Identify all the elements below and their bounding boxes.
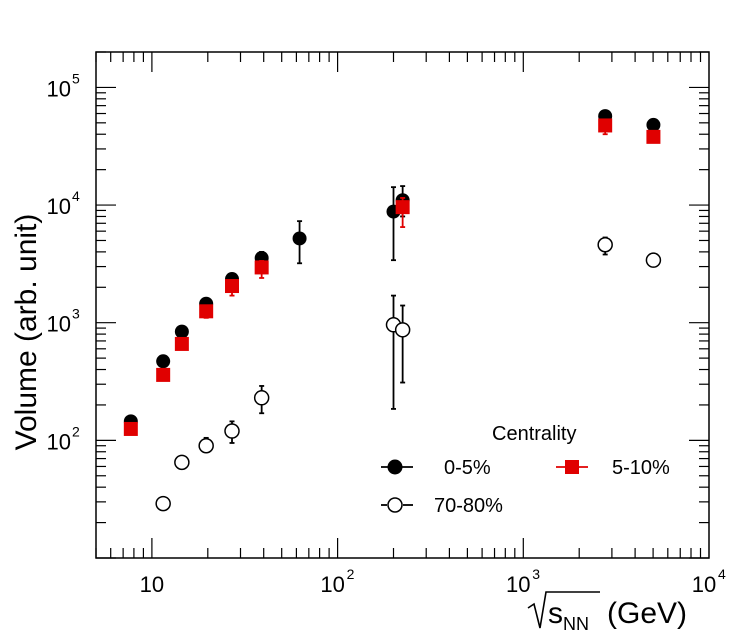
data-point-5-10%: [254, 260, 269, 279]
y-tick-label-exponent: 3: [72, 306, 80, 322]
data-point-70-80%: [394, 304, 411, 384]
legend-label-5-10: 5-10%: [612, 457, 670, 479]
marker-filled-square: [174, 336, 189, 351]
data-point-70-80%: [224, 420, 240, 444]
data-point-70-80%: [645, 252, 662, 268]
x-axis-title-sub: NN: [563, 614, 589, 634]
x-axis-title: s NN (GeV): [527, 591, 687, 634]
y-tick-label-base: 10: [47, 194, 71, 219]
marker-filled-circle: [646, 117, 661, 132]
data-point-0-5%: [156, 354, 171, 369]
marker-open-circle: [224, 423, 240, 439]
data-point-70-80%: [597, 236, 613, 256]
marker-filled-square: [598, 118, 613, 133]
x-tick-label-base: 10: [506, 572, 530, 597]
legend-marker-filled-square: [565, 460, 579, 474]
data-point-5-10%: [156, 367, 171, 382]
x-tick-label-base: 10: [320, 572, 344, 597]
plot-frame: [95, 51, 710, 559]
y-tick-label-base: 10: [47, 312, 71, 337]
data-point-70-80%: [155, 495, 171, 512]
y-tick-label-exponent: 2: [72, 423, 80, 439]
y-tick-label-base: 10: [47, 76, 71, 101]
data-point-5-10%: [395, 197, 410, 228]
axis-ticks: [95, 51, 709, 559]
legend-entry-5-10: 5-10%: [556, 457, 670, 479]
marker-open-circle: [174, 454, 190, 471]
x-axis-title-root-sign: [527, 591, 600, 629]
x-tick-label-exponent: 4: [718, 566, 726, 582]
marker-open-circle: [597, 236, 613, 253]
marker-open-circle: [645, 252, 662, 268]
axis-tick-labels: 10 10 2 10 3 10 410 210 310 410 5: [47, 70, 726, 597]
legend-entry-70-80: 70-80%: [381, 495, 503, 517]
data-point-5-10%: [646, 129, 661, 144]
data-point-70-80%: [198, 436, 214, 454]
x-tick-label-exponent: 2: [347, 566, 355, 582]
marker-open-circle: [198, 437, 214, 454]
x-tick-label-base: 10: [140, 572, 164, 597]
marker-filled-square: [156, 367, 171, 382]
marker-filled-circle: [156, 354, 171, 369]
data-point-5-10%: [225, 279, 240, 297]
marker-filled-square: [123, 421, 138, 436]
legend-entry-0-5: 0-5%: [381, 457, 491, 479]
marker-filled-square: [199, 304, 214, 319]
y-tick-label: 10 2: [47, 423, 80, 454]
data-point-5-10%: [199, 304, 214, 319]
data-point-70-80%: [385, 294, 402, 410]
data-points: [123, 109, 662, 512]
legend-marker-filled-circle: [387, 459, 403, 475]
x-axis-title-unit: (GeV): [607, 597, 687, 630]
y-tick-label-exponent: 4: [72, 188, 80, 204]
data-point-0-5%: [292, 220, 307, 265]
y-tick-label: 10 4: [47, 188, 80, 219]
marker-open-circle: [253, 390, 270, 406]
x-tick-label: 10 3: [506, 566, 540, 597]
marker-filled-circle: [174, 324, 189, 339]
marker-filled-circle: [292, 231, 307, 246]
y-tick-label-base: 10: [47, 429, 71, 454]
legend-title: Centrality: [492, 423, 576, 445]
x-axis-title-s: s: [548, 597, 563, 630]
legend-label-0-5: 0-5%: [444, 457, 491, 479]
x-tick-label: 10 4: [692, 566, 726, 597]
y-tick-label: 10 5: [47, 70, 80, 101]
x-tick-label-exponent: 3: [532, 566, 540, 582]
data-point-5-10%: [123, 421, 138, 436]
x-tick-label: 10: [140, 572, 164, 597]
data-point-0-5%: [174, 324, 189, 339]
y-tick-label-exponent: 5: [72, 70, 80, 86]
data-point-5-10%: [598, 118, 613, 136]
marker-filled-square: [225, 279, 240, 294]
x-tick-label-base: 10: [692, 572, 716, 597]
marker-filled-square: [646, 129, 661, 144]
marker-open-circle: [394, 322, 411, 338]
data-point-0-5%: [646, 117, 661, 132]
x-tick-label: 10 2: [320, 566, 354, 597]
marker-open-circle: [155, 495, 171, 512]
marker-filled-square: [254, 260, 269, 275]
y-axis-title: Volume (arb. unit): [10, 214, 43, 451]
marker-filled-square: [395, 200, 410, 215]
legend: Centrality 0-5% 5-10% 70-80%: [381, 423, 670, 517]
data-point-70-80%: [174, 454, 190, 471]
data-point-70-80%: [253, 385, 270, 415]
y-tick-label: 10 3: [47, 306, 80, 337]
data-point-5-10%: [174, 336, 189, 351]
legend-label-70-80: 70-80%: [434, 495, 503, 517]
legend-marker-open-circle: [387, 497, 403, 513]
